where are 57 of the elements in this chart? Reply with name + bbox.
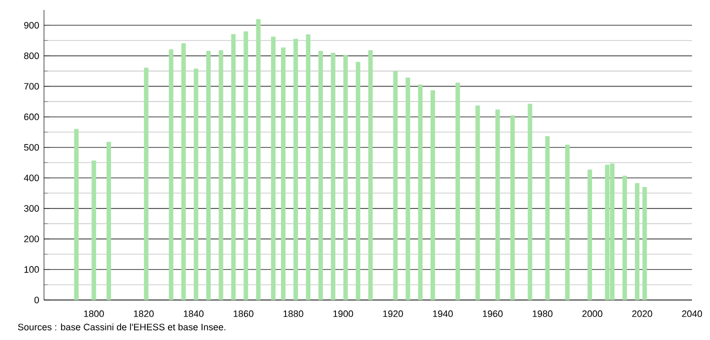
bar [256,19,261,300]
bar [418,84,423,300]
bar [231,34,236,300]
x-tick-label: 2040 [682,310,702,318]
bar [565,144,570,300]
x-tick-label: 1920 [383,310,403,318]
bar [271,36,276,300]
y-tick-label: 300 [24,205,39,212]
y-tick-label: 100 [24,266,39,273]
y-tick-label: 500 [24,144,39,151]
x-tick-label: 1840 [184,310,204,318]
x-tick-label: 1980 [532,310,552,318]
bar [455,82,460,300]
bar [634,183,640,300]
x-tick-label: 1820 [134,310,154,318]
bar [318,50,323,300]
bar [495,110,500,300]
bar [293,38,298,300]
bar [244,31,248,300]
y-tick-label: 700 [24,83,39,90]
bar [343,54,348,300]
bar [475,106,480,300]
bar [168,49,174,300]
x-tick-label: 1960 [482,310,503,318]
x-tick-label: 1900 [333,310,354,318]
bar [218,50,224,300]
bar [356,62,360,300]
bar [330,52,336,300]
y-tick-label: 400 [24,174,39,182]
bar [306,34,310,300]
x-tick-label: 1860 [234,310,254,318]
source-note: Sources : base Cassini de l'EHESS et base Insee. [18,324,226,330]
bar [406,77,410,300]
bar [545,136,550,300]
bar [588,170,592,300]
bar [622,176,627,300]
x-tick-label: 1880 [284,310,304,318]
y-tick-label: 0 [34,296,39,304]
y-tick-label: 600 [24,114,39,120]
bar [393,71,398,300]
bar [106,142,112,300]
x-tick-label: 1800 [84,310,104,318]
bar [74,129,79,300]
y-tick-label: 200 [24,236,39,242]
bar [510,115,515,300]
bar [92,160,96,300]
bar [181,43,186,300]
x-tick-label: 2000 [582,310,602,318]
x-tick-label: 1940 [433,310,453,318]
bar [194,68,198,300]
bar [642,187,647,300]
bar [281,48,286,300]
y-tick-label: 900 [24,22,39,29]
bar [144,68,148,300]
x-tick-label: 2020 [632,310,652,318]
bar [430,90,436,300]
y-tick-label: 800 [24,52,39,60]
